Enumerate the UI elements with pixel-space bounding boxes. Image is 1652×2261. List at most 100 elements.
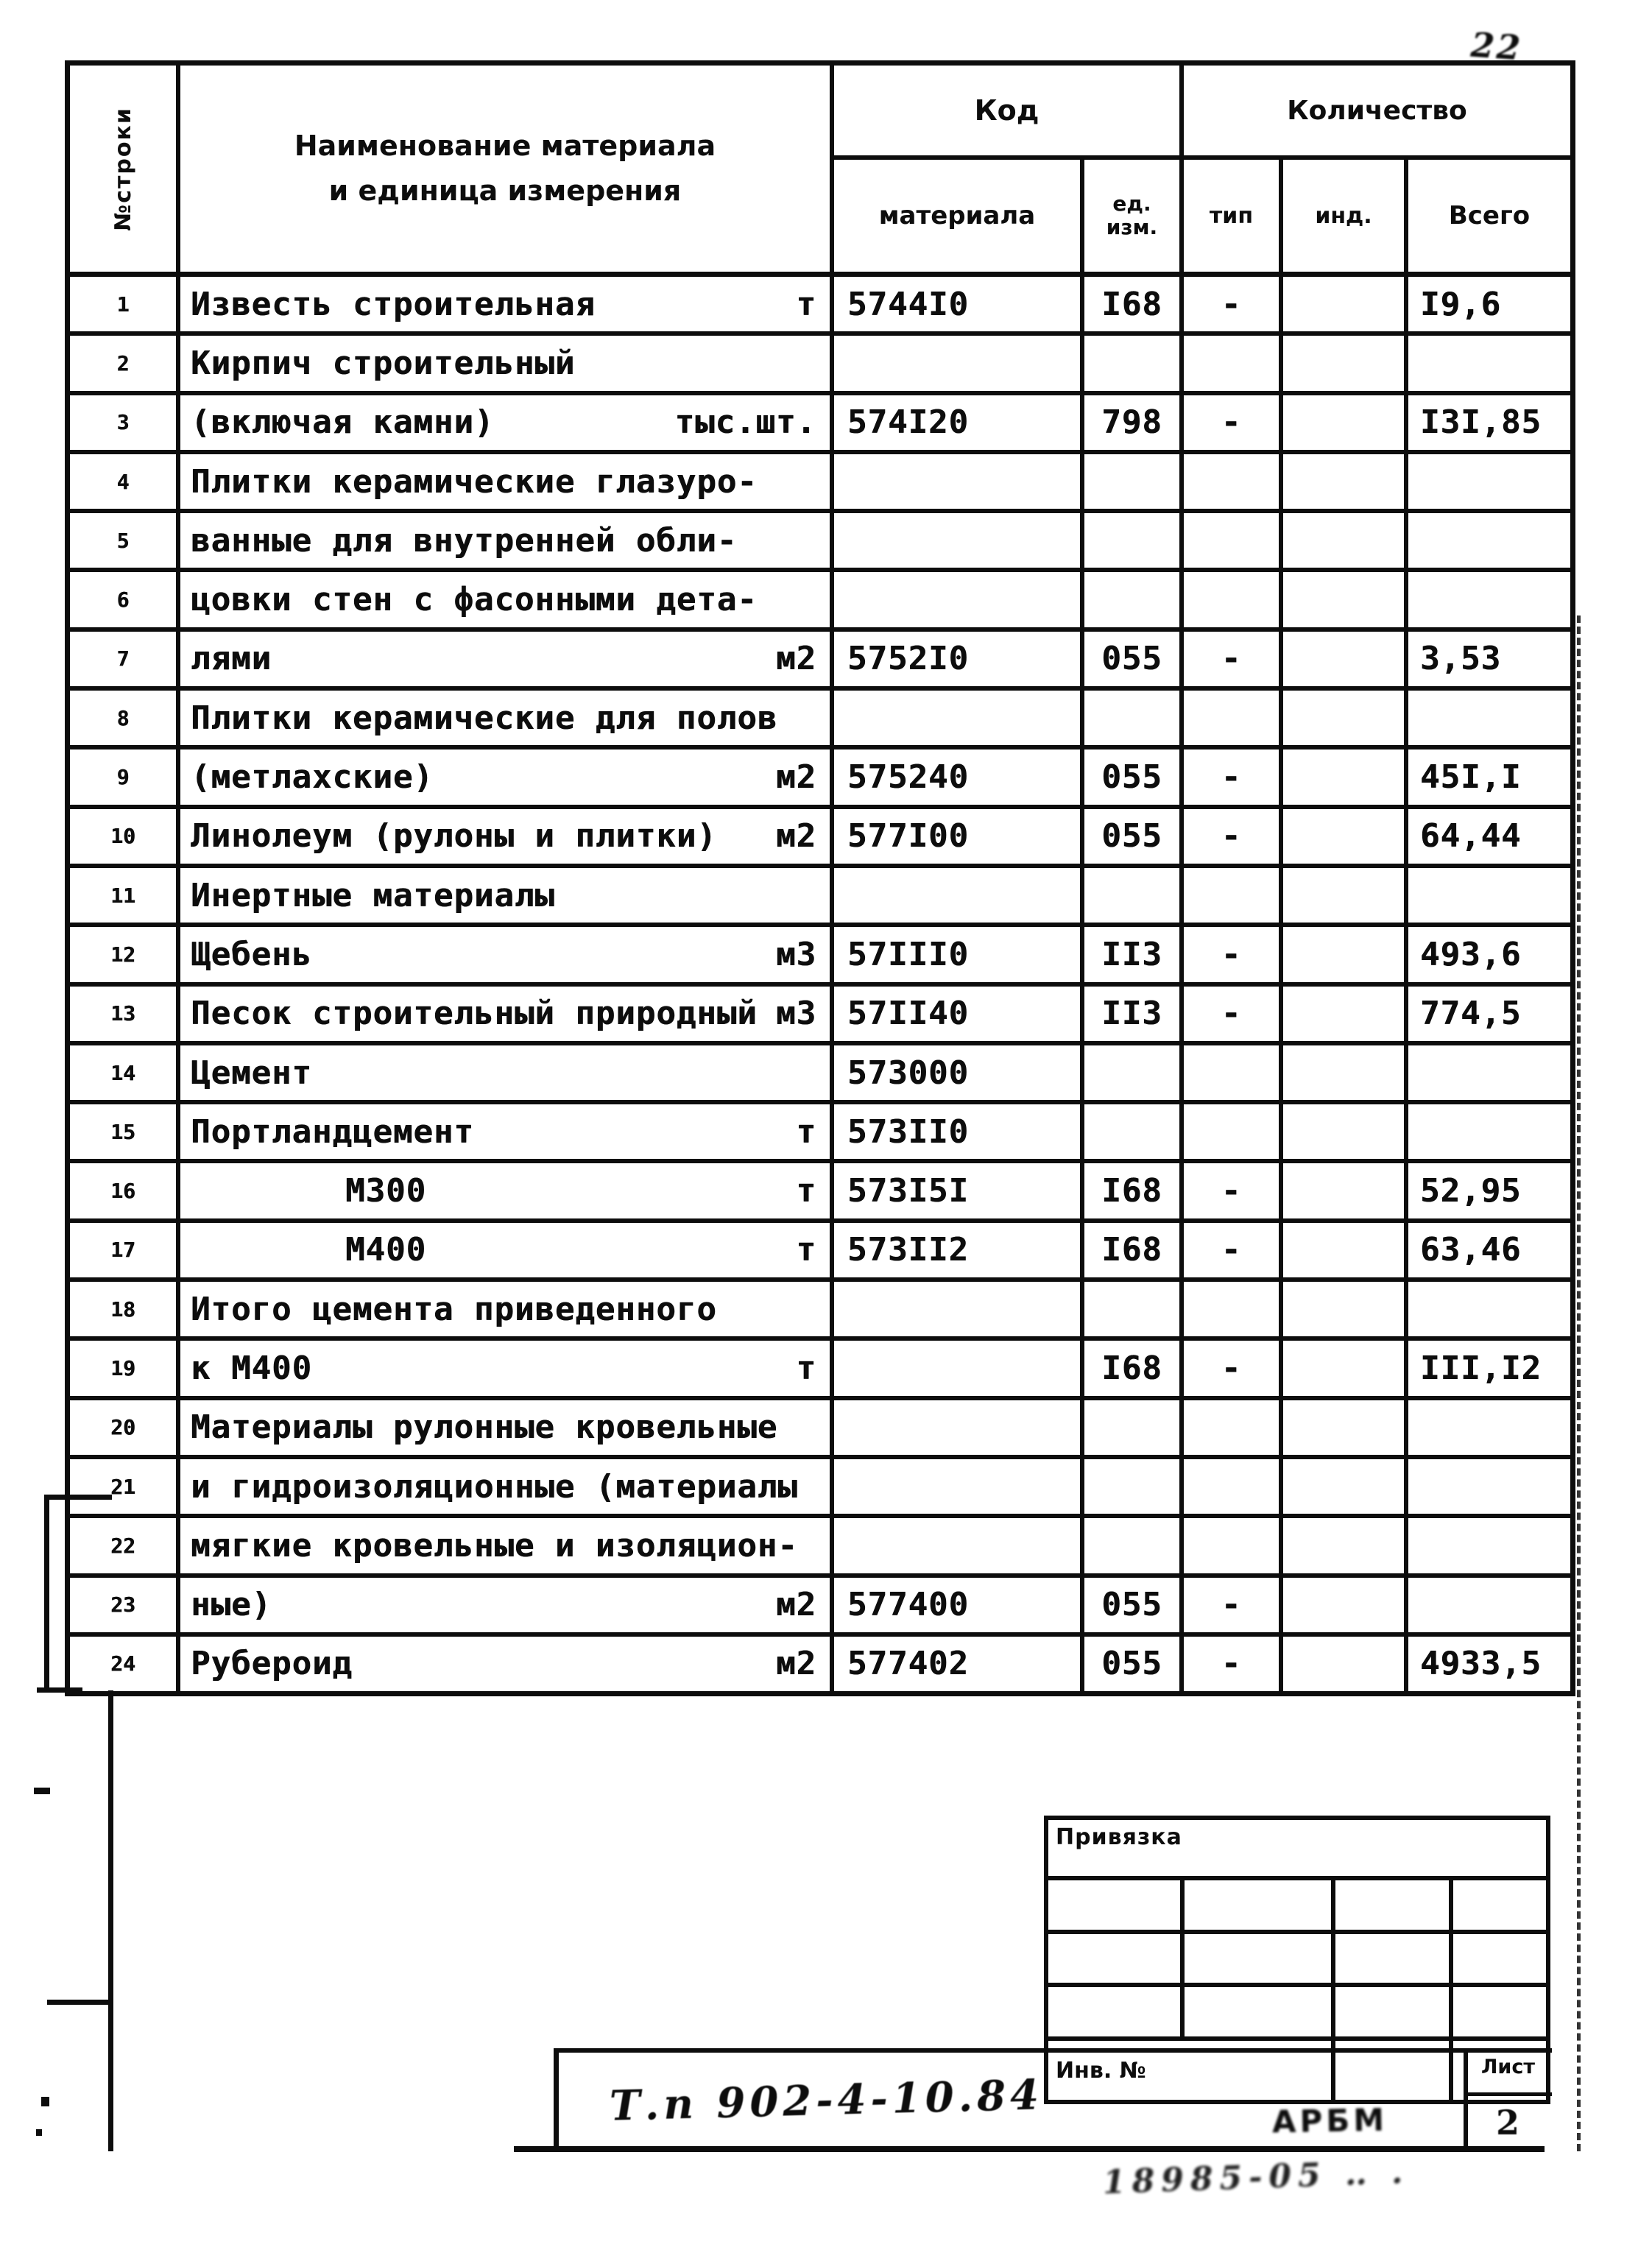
unit-code-cell: [1084, 454, 1184, 509]
total-cell: [1408, 513, 1570, 568]
ind-cell: [1283, 1222, 1408, 1278]
table-row: 13 Песок строительный природный м3 57II40 II…: [70, 986, 1570, 1045]
tip-cell: -: [1184, 395, 1283, 450]
sheet-label: Лист: [1481, 2056, 1535, 2078]
material-code-cell: 57II40: [834, 986, 1084, 1041]
material-code-cell: 57III0: [834, 927, 1084, 982]
row-number: 19: [70, 1341, 180, 1396]
material-code-cell: [834, 454, 1084, 509]
ind-cell: [1283, 867, 1408, 923]
material-name: Рубероид: [191, 1645, 353, 1683]
material-name: М400: [345, 1231, 426, 1269]
material-code-cell: 573000: [834, 1045, 1084, 1101]
total-cell: [1408, 1459, 1570, 1514]
material-code-cell: [834, 1400, 1084, 1455]
total-cell: I3I,85: [1420, 403, 1542, 442]
material-name-cell: мягкие кровельные и изоляцион-: [180, 1518, 834, 1573]
unit-code-cell: 055: [1084, 631, 1184, 687]
table-row: 22 мягкие кровельные и изоляцион-: [70, 1518, 1570, 1578]
material-unit: м3: [776, 935, 816, 973]
material-unit: тыс.шт.: [674, 403, 816, 442]
sheet-frame-left-line: [108, 1690, 113, 2151]
material-name-cell: ные) м2: [180, 1577, 834, 1632]
material-name: ванные для внутренней обли-: [191, 521, 738, 560]
tip-cell: [1184, 1400, 1283, 1455]
ind-cell: [1283, 927, 1408, 982]
bottom-strip-top-line: [554, 2048, 1552, 2053]
sheet-number-box-line: [1464, 2048, 1468, 2152]
total-cell: 774,5: [1420, 995, 1522, 1033]
unit-code-cell: 055: [1084, 1636, 1184, 1692]
title-block-grid: [1048, 1880, 1546, 2037]
margin-tick: [34, 1788, 50, 1794]
row-number: 1: [70, 277, 180, 332]
table-row: 3 (включая камни) тыс.шт. 574I20 798- I3I,85: [70, 395, 1570, 454]
header-material-name: Наименование материала и единица измерен…: [180, 66, 834, 272]
material-name-cell: цовки стен с фасонными дета-: [180, 572, 834, 627]
stamp-text: АРБМ: [1271, 2101, 1388, 2140]
total-cell: 3,53: [1420, 640, 1501, 678]
bottom-strip-left-line: [554, 2048, 559, 2151]
header-ind: инд.: [1283, 160, 1408, 272]
ind-cell: [1283, 691, 1408, 746]
tip-cell: [1184, 867, 1283, 923]
row-number: 11: [70, 867, 180, 923]
material-code-cell: 5752I0: [834, 631, 1084, 687]
unit-code-cell: I68: [1084, 1341, 1184, 1396]
table-row: 14 Цемент 573000: [70, 1045, 1570, 1105]
ind-cell: [1283, 1282, 1408, 1337]
material-name-cell: Щебень м3: [180, 927, 834, 982]
row-number: 14: [70, 1045, 180, 1101]
tip-cell: -: [1184, 749, 1283, 805]
title-block-grid-row: [1048, 1880, 1546, 1934]
material-name: (включая камни): [191, 403, 495, 442]
total-cell: [1408, 1518, 1570, 1573]
material-code-cell: [834, 513, 1084, 568]
table-row: 6 цовки стен с фасонными дета-: [70, 572, 1570, 632]
ind-cell: [1283, 454, 1408, 509]
header-material-name-line2: и единица измерения: [328, 174, 682, 207]
ind-cell: [1283, 572, 1408, 627]
margin-bracket-foot: [37, 1687, 82, 1693]
tip-cell: [1184, 691, 1283, 746]
table-row: 9 (метлахские) м2 575240 055- 45I,I: [70, 749, 1570, 809]
tip-cell: [1184, 336, 1283, 391]
material-name-cell: Песок строительный природный м3: [180, 986, 834, 1041]
material-name: Известь строительная: [191, 285, 596, 323]
tip-cell: [1184, 572, 1283, 627]
material-name: Песок строительный природный: [191, 995, 758, 1033]
material-name-cell: М300 т: [180, 1163, 834, 1218]
row-number: 5: [70, 513, 180, 568]
title-block-grid-row: [1048, 1987, 1546, 2037]
tip-cell: -: [1184, 1341, 1283, 1396]
unit-code-cell: 055: [1084, 808, 1184, 864]
material-name: Плитки керамические для полов: [191, 699, 778, 737]
unit-code-cell: [1084, 1458, 1184, 1514]
table-body: 1 Известь строительная т 5744I0 I68- I9,6 2 Кир…: [70, 277, 1570, 1692]
total-cell: 64,44: [1420, 817, 1522, 856]
material-code-cell: [834, 1282, 1084, 1337]
unit-code-cell: 055: [1084, 1577, 1184, 1632]
title-block-grid-row: [1048, 1933, 1546, 1988]
ind-cell: [1283, 1400, 1408, 1455]
table-row: 12 Щебень м3 57III0 II3- 493,6: [70, 927, 1570, 987]
table-row: 8 Плитки керамические для полов: [70, 691, 1570, 750]
title-block: Привязка Инв. №: [1044, 1816, 1550, 2104]
total-cell: 63,46: [1420, 1231, 1522, 1269]
handwritten-doc-number: Т.п 902-4-10.84: [609, 2070, 1044, 2131]
total-cell: [1408, 1400, 1570, 1455]
total-cell: 45I,I: [1420, 758, 1522, 797]
header-total: Всего: [1448, 201, 1531, 230]
row-number: 13: [70, 986, 180, 1041]
material-code-cell: 573I5I: [834, 1163, 1084, 1218]
ind-cell: [1283, 513, 1408, 568]
material-name-cell: Портландцемент т: [180, 1104, 834, 1160]
materials-table: №строки Наименование материала и единица…: [65, 60, 1575, 1696]
material-name-cell: Плитки керамические для полов: [180, 691, 834, 746]
header-group-row: Код Количество: [834, 66, 1570, 160]
material-name: Итого цемента приведенного: [191, 1290, 717, 1328]
table-row: 17 М400 т 573II2 I68- 63,46: [70, 1222, 1570, 1283]
material-code-cell: [834, 867, 1084, 923]
material-code-cell: 577402: [834, 1636, 1084, 1692]
